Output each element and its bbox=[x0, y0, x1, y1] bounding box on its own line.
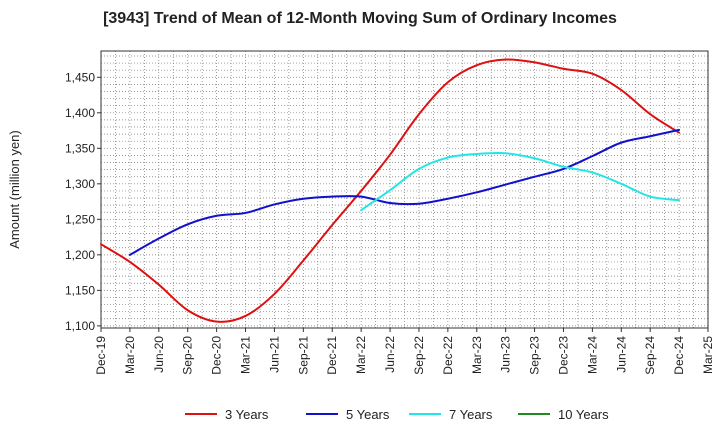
x-tick-label: Dec-21 bbox=[325, 336, 339, 375]
y-tick-label: 1,400 bbox=[65, 106, 95, 120]
x-tick-label: Dec-20 bbox=[210, 336, 224, 375]
legend: 3 Years 5 Years 7 Years 10 Years bbox=[185, 407, 609, 422]
y-tick-label: 1,150 bbox=[65, 283, 95, 297]
y-tick-label: 1,450 bbox=[65, 70, 95, 84]
x-tick-label: Dec-24 bbox=[672, 336, 686, 375]
x-tick-label: Mar-24 bbox=[585, 336, 599, 374]
x-tick-label: Dec-23 bbox=[556, 336, 570, 375]
x-tick-label: Jun-23 bbox=[499, 336, 513, 373]
x-tick-label: Mar-23 bbox=[470, 336, 484, 374]
x-tick-label: Sep-21 bbox=[296, 336, 310, 375]
grid-layer bbox=[101, 51, 708, 328]
plot-area bbox=[100, 50, 709, 329]
x-tick-label: Mar-22 bbox=[354, 336, 368, 374]
y-axis-title: Amount (million yen) bbox=[7, 130, 22, 249]
chart-title: [3943] Trend of Mean of 12-Month Moving … bbox=[103, 10, 617, 27]
x-tick-label: Sep-20 bbox=[181, 336, 195, 375]
x-tick-label: Sep-22 bbox=[412, 336, 426, 375]
legend-label-5-years: 5 Years bbox=[346, 407, 390, 422]
x-tick-label: Jun-20 bbox=[152, 336, 166, 373]
legend-label-10-years: 10 Years bbox=[558, 407, 609, 422]
y-axis: 1,100 1,150 1,200 1,250 1,300 1,350 1,400 1,450 bbox=[65, 70, 101, 333]
x-tick-label: Jun-24 bbox=[614, 336, 628, 373]
series-line-3-years bbox=[100, 58, 681, 323]
legend-label-3-years: 3 Years bbox=[225, 407, 269, 422]
x-tick-label: Mar-25 bbox=[701, 336, 715, 374]
x-tick-label: Sep-24 bbox=[643, 336, 657, 375]
x-tick-label: Mar-20 bbox=[123, 336, 137, 374]
y-tick-label: 1,100 bbox=[65, 319, 95, 333]
x-tick-label: Jun-22 bbox=[383, 336, 397, 373]
x-tick-label: Sep-23 bbox=[528, 336, 542, 375]
y-tick-label: 1,200 bbox=[65, 248, 95, 262]
x-tick-label: Dec-22 bbox=[441, 336, 455, 375]
y-tick-label: 1,300 bbox=[65, 177, 95, 191]
y-tick-label: 1,350 bbox=[65, 141, 95, 155]
x-axis: Dec-19 Mar-20 Jun-20 Sep-20 Dec-20 Mar-21 Jun-… bbox=[94, 328, 715, 375]
series-layer bbox=[100, 58, 681, 323]
x-tick-label: Jun-21 bbox=[267, 336, 281, 373]
series-line-7-years bbox=[360, 151, 681, 212]
x-tick-label: Dec-19 bbox=[94, 336, 108, 375]
y-tick-label: 1,250 bbox=[65, 212, 95, 226]
series-line-5-years bbox=[128, 128, 681, 256]
legend-label-7-years: 7 Years bbox=[449, 407, 493, 422]
x-tick-label: Mar-21 bbox=[239, 336, 253, 374]
